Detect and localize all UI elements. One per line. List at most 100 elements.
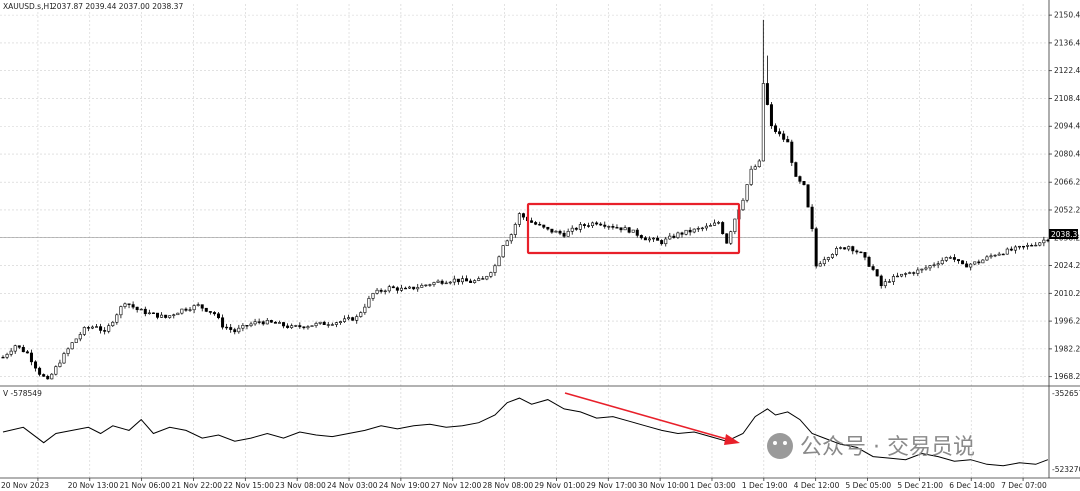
x-tick-label: 20 Nov 2023 (1, 481, 49, 490)
candle-body (875, 269, 879, 277)
candle-body (188, 309, 192, 311)
candle-body (107, 325, 111, 332)
candle-body (574, 227, 578, 230)
candle-body (375, 289, 379, 294)
trend-arrow (564, 392, 740, 445)
candle-body (399, 287, 403, 291)
candle-body (257, 321, 261, 323)
candle-body (306, 326, 310, 329)
candle-body (237, 327, 241, 333)
candle-body (611, 226, 615, 228)
candle-body (404, 287, 408, 290)
candle-body (839, 247, 843, 249)
candle-body (900, 273, 904, 277)
candle-body (164, 314, 168, 318)
candle-body (359, 312, 363, 317)
y-tick-label: 1996.20 (1054, 317, 1080, 326)
candle-body (465, 278, 469, 282)
candle-body (62, 353, 66, 364)
candle-body (871, 266, 875, 270)
candle-body (34, 361, 38, 369)
candle-body (497, 256, 501, 267)
candle-body (721, 222, 725, 235)
candle-body (586, 225, 590, 227)
candle-body (944, 257, 948, 261)
candle-body (452, 278, 456, 283)
candle-body (469, 280, 473, 283)
candle-body (282, 322, 286, 327)
candle-body (176, 312, 180, 316)
candle-body (1022, 245, 1026, 248)
candle-body (387, 286, 391, 292)
candle-body (517, 213, 521, 225)
candle-body (765, 83, 769, 105)
candle-body (623, 227, 627, 231)
candle-body (713, 222, 717, 226)
grid-layer (0, 4, 1052, 481)
candle-body (790, 141, 794, 163)
candle-body (904, 273, 908, 275)
candle-body (977, 261, 981, 264)
indicator-top-label: -352657 (1052, 389, 1080, 398)
candle-body (656, 237, 660, 241)
candle-body (647, 238, 651, 241)
candle-body (460, 278, 464, 283)
x-tick-label: 20 Nov 13:00 (68, 481, 119, 490)
candle-body (168, 315, 172, 318)
candle-body (745, 184, 749, 201)
candle-body (212, 312, 216, 315)
candle-body (1001, 253, 1005, 256)
candle-body (973, 261, 977, 265)
candle-body (891, 276, 895, 282)
y-tick-label: 2080.40 (1054, 150, 1080, 159)
candle-body (948, 257, 952, 259)
candle-body (908, 272, 912, 274)
candle-body (38, 367, 42, 375)
ohlc-label: 2037.87 2039.44 2037.00 2038.37 (52, 2, 183, 11)
candle-body (749, 168, 753, 185)
candle-body (599, 223, 603, 226)
candle-body (1013, 246, 1017, 251)
candle-body (9, 350, 13, 355)
candle-body (826, 257, 830, 260)
candle-body (1, 356, 5, 359)
candle-body (184, 308, 188, 311)
candle-body (298, 325, 302, 328)
candle-body (82, 327, 86, 335)
candle-body (802, 181, 806, 186)
candle-body (887, 281, 891, 283)
candle-body (822, 259, 826, 265)
candle-body (969, 263, 973, 268)
wechat-icon (767, 433, 793, 459)
candle-body (277, 322, 281, 324)
candle-body (233, 329, 237, 333)
candle-body (343, 318, 347, 322)
candle-body (619, 227, 623, 231)
candle-body (940, 260, 944, 265)
candle-body (416, 287, 420, 290)
candle-body (578, 224, 582, 230)
y-tick-label: 2108.40 (1054, 94, 1080, 103)
current-price-value: 2038.37 (1051, 230, 1080, 239)
candle-body (733, 218, 737, 232)
candle-body (1046, 239, 1050, 242)
candle-body (643, 237, 647, 241)
x-tick-label: 1 Dec 19:00 (742, 481, 788, 490)
candle-body (420, 284, 424, 288)
x-tick-label: 28 Nov 08:00 (483, 481, 534, 490)
candle-body (505, 240, 509, 246)
candle-body (21, 346, 25, 353)
candle-body (481, 278, 485, 280)
x-tick-label: 21 Nov 22:00 (171, 481, 222, 490)
candle-body (253, 321, 257, 325)
candle-body (241, 325, 245, 329)
x-tick-label: 24 Nov 19:00 (379, 481, 430, 490)
candle-body (806, 184, 810, 208)
candle-body (794, 162, 798, 177)
frame-layer (0, 0, 1080, 479)
candle-body (408, 286, 412, 289)
candle-body (879, 275, 883, 287)
candle-body (221, 317, 225, 328)
candle-body (660, 240, 664, 245)
